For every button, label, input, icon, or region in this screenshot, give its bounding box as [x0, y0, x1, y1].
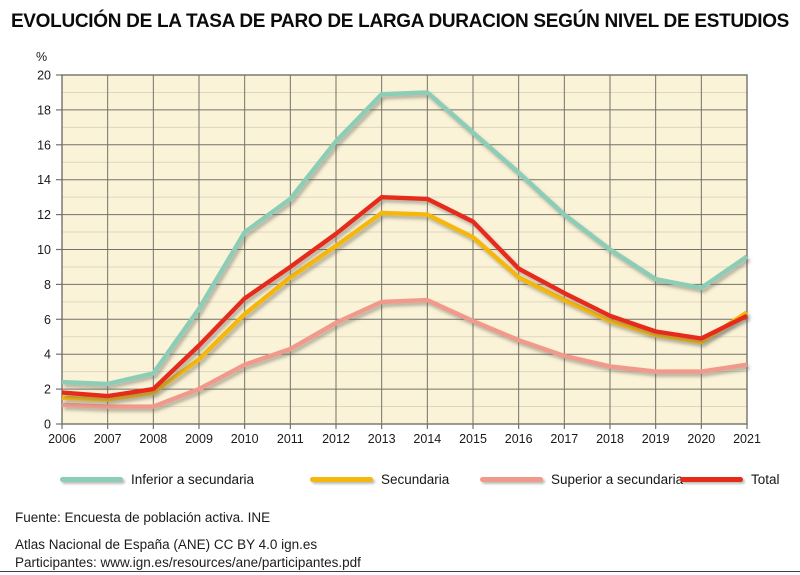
attribution-note: Atlas Nacional de España (ANE) CC BY 4.0…	[15, 536, 361, 571]
license-line: Atlas Nacional de España (ANE) CC BY 4.0…	[15, 537, 318, 552]
x-tick-label: 2011	[277, 432, 304, 446]
legend-label: Secundaria	[381, 471, 450, 487]
legend-item-inferior-a-secundaria: Inferior a secundaria	[60, 468, 254, 490]
y-tick-label: 0	[44, 418, 51, 432]
x-tick-label: 2009	[185, 432, 213, 446]
x-tick-label: 2015	[459, 432, 487, 446]
y-tick-label: 6	[44, 313, 51, 327]
participants-line: Participantes: www.ign.es/resources/ane/…	[15, 554, 361, 570]
x-tick-label: 2018	[596, 432, 624, 446]
y-tick-label: 8	[44, 278, 51, 292]
x-tick-label: 2020	[687, 432, 715, 446]
y-tick-label: 16	[37, 138, 51, 152]
x-tick-label: 2012	[322, 432, 350, 446]
legend-label: Total	[751, 471, 780, 487]
x-tick-label: 2017	[550, 432, 578, 446]
x-tick-label: 2019	[642, 432, 670, 446]
y-tick-label: 20	[37, 69, 51, 83]
y-tick-label: 10	[37, 243, 51, 257]
y-tick-label: 18	[37, 103, 51, 117]
series-line-superior-a-secundaria	[61, 297, 748, 409]
x-tick-label: 2007	[94, 432, 122, 446]
legend-label: Inferior a secundaria	[131, 471, 255, 487]
y-axis-unit-label: %	[36, 50, 48, 64]
legend-item-total: Total	[680, 468, 780, 490]
x-tick-label: 2013	[368, 432, 396, 446]
y-tick-label: 14	[37, 173, 51, 187]
legend-item-secundaria: Secundaria	[310, 468, 449, 490]
y-tick-label: 2	[44, 383, 51, 397]
chart-title: EVOLUCIÓN DE LA TASA DE PARO DE LARGA DU…	[10, 11, 790, 32]
bottom-divider	[0, 571, 800, 572]
x-tick-label: 2021	[733, 432, 761, 446]
source-note: Fuente: Encuesta de población activa. IN…	[15, 510, 271, 525]
legend-swatch	[60, 476, 123, 482]
unemployment-line-chart: 0 2 4 6 8 10 12 14 16 18 20 2006 2007 2008 2009 2010 201…	[37, 69, 761, 447]
series-line-secundaria	[61, 210, 749, 402]
x-tick-label: 2016	[505, 432, 533, 446]
legend-swatch	[680, 476, 743, 482]
y-tick-label: 4	[44, 348, 51, 362]
chart-legend: Inferior a secundaria Secundaria Superior …	[0, 468, 800, 496]
y-tick-label: 12	[37, 208, 51, 222]
x-tick-label: 2006	[48, 432, 76, 446]
x-tick-label: 2010	[231, 432, 259, 446]
chart-area: 0 2 4 6 8 10 12 14 16 18 20 2006 2007 2008 2009 2010 201…	[37, 69, 761, 447]
series-line-total	[61, 194, 748, 399]
x-tick-label: 2014	[413, 432, 441, 446]
legend-swatch	[480, 476, 543, 482]
series-line-inferior-a-secundaria	[61, 90, 749, 387]
legend-item-superior-a-secundaria: Superior a secundaria	[480, 468, 683, 490]
legend-swatch	[310, 476, 373, 482]
legend-label: Superior a secundaria	[551, 471, 684, 487]
x-tick-label: 2008	[139, 432, 167, 446]
